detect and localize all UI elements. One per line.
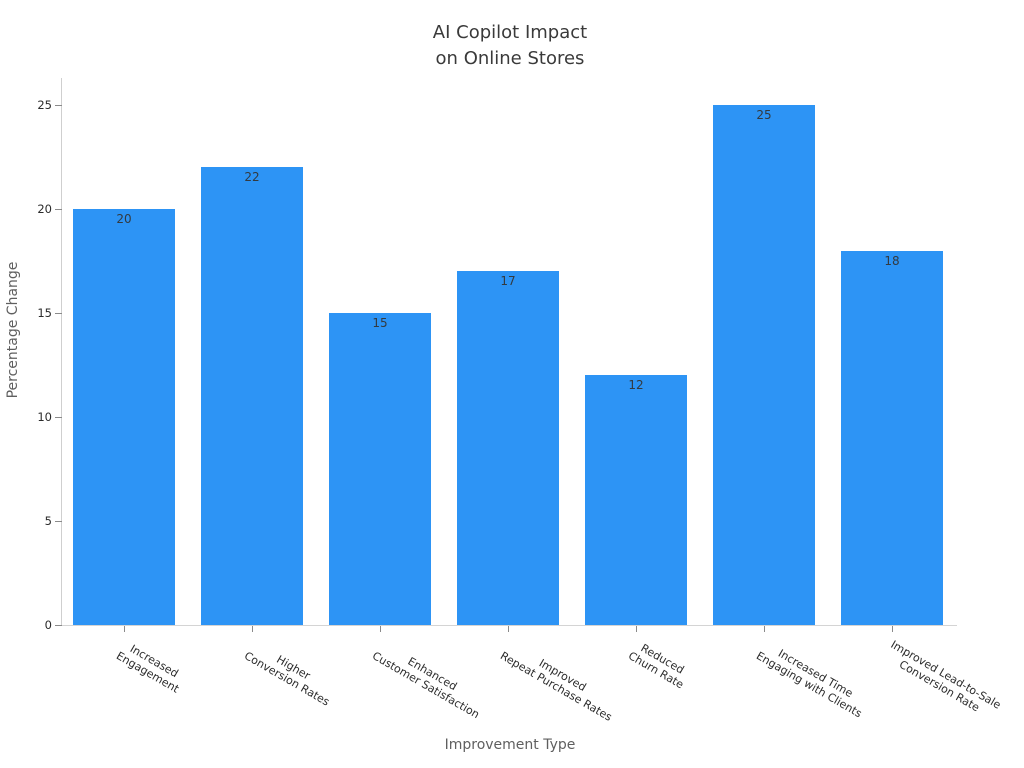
bar-value-label: 18	[884, 254, 900, 268]
x-tick-label: Reduced Churn Rate	[626, 641, 687, 692]
bar: 20	[73, 209, 175, 625]
x-axis-spine	[61, 625, 957, 626]
y-tick-mark	[55, 105, 62, 106]
y-tick-label: 25	[37, 98, 52, 112]
x-tick-mark	[124, 626, 125, 632]
bar-value-label: 12	[628, 378, 644, 392]
bar: 25	[713, 105, 815, 625]
bar: 17	[457, 271, 559, 625]
bar-value-label: 22	[244, 170, 260, 184]
y-axis-title: Percentage Change	[5, 261, 21, 399]
y-tick-label: 5	[44, 514, 52, 528]
x-tick-label: Increased Engagement	[114, 642, 182, 696]
bar-value-label: 15	[372, 316, 388, 330]
x-tick-label: Enhanced Customer Satisfaction	[370, 649, 482, 722]
bar-value-label: 20	[116, 212, 132, 226]
y-tick-mark	[55, 209, 62, 210]
y-tick-mark	[55, 313, 62, 314]
y-tick-label: 20	[37, 202, 52, 216]
y-tick-mark	[55, 625, 62, 626]
y-axis-spine	[61, 78, 62, 625]
y-tick-mark	[55, 521, 62, 522]
x-tick-mark	[636, 626, 637, 632]
bar: 18	[841, 251, 943, 625]
bar-value-label: 25	[756, 108, 772, 122]
bar: 12	[585, 375, 687, 625]
y-tick-label: 15	[37, 306, 52, 320]
x-tick-label: Improved Lead-to-Sale Conversion Rate	[888, 638, 1004, 715]
y-tick-label: 0	[44, 618, 52, 632]
x-tick-mark	[252, 626, 253, 632]
x-tick-label: Higher Conversion Rates	[242, 649, 332, 709]
x-tick-label: Improved Repeat Purchase Rates	[498, 649, 615, 724]
x-axis-title: Improvement Type	[444, 737, 576, 753]
chart-title: AI Copilot Impact on Online Stores	[432, 22, 588, 69]
y-tick-label: 10	[37, 410, 52, 424]
bar: 22	[201, 167, 303, 625]
y-tick-mark	[55, 417, 62, 418]
bar: 15	[329, 313, 431, 625]
bar-value-label: 17	[500, 274, 516, 288]
x-tick-mark	[380, 626, 381, 632]
x-tick-mark	[508, 626, 509, 632]
x-tick-mark	[892, 626, 893, 632]
x-tick-mark	[764, 626, 765, 632]
x-tick-label: Increased Time Engaging with Clients	[754, 646, 865, 721]
